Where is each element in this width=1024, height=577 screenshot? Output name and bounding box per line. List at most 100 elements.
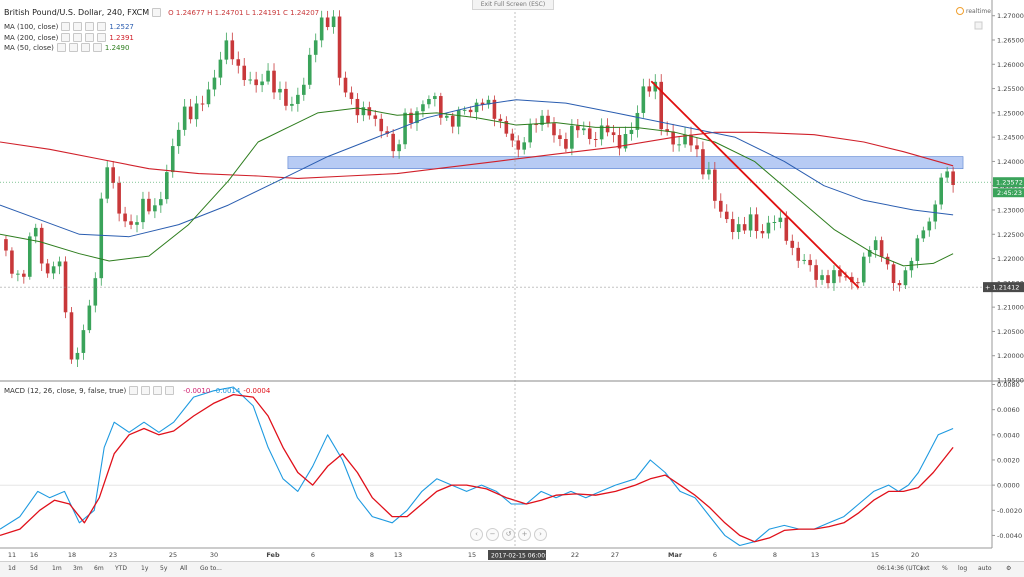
ma100-value: 1.2527 — [109, 22, 134, 31]
log-button[interactable]: log — [958, 565, 968, 572]
range-3m-button[interactable]: 3m — [73, 565, 83, 572]
zoom-out-icon[interactable]: − — [486, 528, 499, 541]
candle-body — [742, 224, 747, 231]
goto-button[interactable]: Go to... — [200, 565, 222, 572]
exit-fullscreen-button[interactable]: Exit Full Screen (ESC) — [472, 0, 554, 10]
candle-body — [522, 142, 527, 150]
realtime-label: realtime — [966, 7, 991, 15]
candle-body — [867, 250, 872, 257]
countdown-tag — [993, 188, 1024, 198]
candle-body — [772, 222, 777, 224]
candle-body — [820, 275, 824, 280]
crosshair-date-text: 2017-02-15 06:00:00 — [491, 553, 555, 560]
candle-body — [99, 198, 104, 279]
candle-body — [844, 276, 848, 278]
more-icon[interactable] — [92, 43, 102, 52]
candle-body — [325, 17, 330, 28]
candle-body — [635, 112, 640, 130]
candle-body — [486, 99, 491, 105]
candle-body — [266, 70, 270, 82]
settings-icon[interactable] — [152, 8, 162, 17]
auto-button[interactable]: auto — [978, 565, 992, 572]
close-icon[interactable] — [85, 33, 95, 42]
settings-icon[interactable] — [68, 43, 78, 52]
scroll-right-icon[interactable]: › — [534, 528, 547, 541]
candle-body — [534, 124, 538, 126]
close-icon[interactable] — [80, 43, 90, 52]
more-icon[interactable] — [97, 33, 107, 42]
candle-body — [474, 102, 479, 113]
candle-body — [69, 312, 74, 360]
range-1d-button[interactable]: 1d — [8, 565, 16, 572]
price-tick-label: 1.24500 — [997, 134, 1024, 142]
macd-tick-label: 0.0000 — [997, 482, 1020, 490]
candle-body — [290, 103, 294, 106]
range-6m-button[interactable]: 6m — [94, 565, 104, 572]
range-all-button[interactable]: All — [180, 565, 188, 572]
layout-icon — [974, 21, 983, 30]
candle-body — [885, 256, 890, 265]
range-1y-button[interactable]: 1y — [141, 565, 149, 572]
range-5d-button[interactable]: 5d — [30, 565, 38, 572]
range-5y-button[interactable]: 5y — [160, 565, 168, 572]
scroll-left-icon[interactable]: ‹ — [470, 528, 483, 541]
close-icon[interactable] — [85, 22, 95, 31]
price-tick-label: 1.26000 — [997, 61, 1024, 69]
more-icon[interactable] — [97, 22, 107, 31]
candle-body — [617, 135, 622, 149]
resistance-zone — [287, 156, 964, 170]
candle-body — [212, 77, 217, 90]
macd-label: MACD (12, 26, close, 9, false, true) — [4, 386, 127, 395]
settings-icon[interactable] — [73, 22, 83, 31]
candle-body — [284, 88, 288, 106]
candle-body — [599, 125, 604, 140]
eye-icon[interactable] — [61, 22, 71, 31]
close-icon[interactable] — [153, 386, 163, 395]
more-icon[interactable] — [165, 386, 175, 395]
price-tick-label: 1.24000 — [997, 158, 1024, 166]
reset-icon[interactable]: ↺ — [502, 528, 515, 541]
candle-body — [403, 112, 407, 145]
ma200-line — [0, 131, 954, 179]
candle-body — [570, 125, 574, 149]
candle-body — [641, 86, 646, 113]
candle-body — [248, 79, 252, 81]
ma200-label: MA (200, close) — [4, 33, 59, 42]
candle-body — [879, 240, 884, 257]
candle-body — [450, 115, 455, 127]
zoom-in-icon[interactable]: + — [518, 528, 531, 541]
price-tick-label: 1.22500 — [997, 231, 1024, 239]
candle-body — [558, 135, 562, 139]
ma100-label: MA (100, close) — [4, 22, 59, 31]
candle-body — [194, 103, 199, 120]
percent-button[interactable]: % — [942, 565, 948, 572]
price-tick-label: 1.25500 — [997, 85, 1024, 93]
candle-body — [480, 102, 485, 105]
settings-icon[interactable] — [73, 33, 83, 42]
candle-body — [861, 256, 866, 283]
candle-body — [718, 200, 723, 212]
ext-button[interactable]: ext — [920, 565, 930, 572]
candle-body — [713, 169, 717, 201]
ma50-line — [0, 107, 954, 267]
candle-body — [689, 134, 693, 146]
candle-body — [51, 266, 56, 274]
gear-icon[interactable]: ⚙ — [1006, 565, 1012, 572]
range-1m-button[interactable]: 1m — [52, 565, 62, 572]
macd-tick-label: 0.0080 — [997, 381, 1020, 389]
candle-body — [123, 213, 127, 222]
eye-icon[interactable] — [56, 43, 66, 52]
range-ytd-button[interactable]: YTD — [115, 565, 127, 572]
candle-body — [903, 270, 908, 286]
signal-line — [0, 393, 954, 543]
eye-icon[interactable] — [61, 33, 71, 42]
candle-body — [552, 123, 556, 136]
candle-body — [439, 96, 443, 118]
eye-icon[interactable] — [129, 386, 139, 395]
realtime-indicator[interactable]: realtime — [956, 7, 991, 15]
macd-value-2: -0.0014 — [213, 386, 241, 395]
settings-icon[interactable] — [141, 386, 151, 395]
candle-body — [170, 146, 175, 173]
